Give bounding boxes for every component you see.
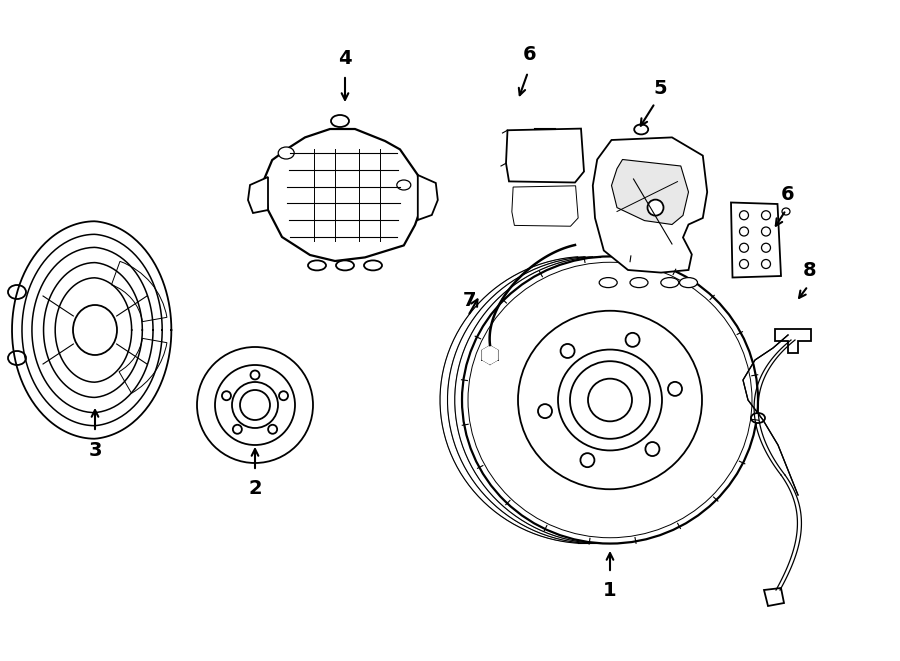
Ellipse shape [761, 260, 770, 268]
Wedge shape [112, 261, 166, 322]
Ellipse shape [268, 425, 277, 434]
Polygon shape [775, 329, 811, 353]
Ellipse shape [645, 442, 660, 456]
Ellipse shape [197, 347, 313, 463]
Ellipse shape [279, 391, 288, 400]
Ellipse shape [761, 243, 770, 253]
Polygon shape [611, 159, 688, 225]
Ellipse shape [668, 382, 682, 396]
Polygon shape [593, 137, 707, 272]
Ellipse shape [740, 211, 749, 219]
Ellipse shape [740, 260, 749, 268]
Text: 7: 7 [464, 290, 477, 309]
Ellipse shape [336, 260, 354, 270]
Polygon shape [764, 588, 784, 606]
Ellipse shape [630, 278, 648, 288]
Text: 8: 8 [803, 260, 817, 280]
Ellipse shape [240, 390, 270, 420]
Ellipse shape [661, 278, 679, 288]
Polygon shape [506, 129, 584, 182]
Polygon shape [248, 177, 268, 213]
Text: 2: 2 [248, 479, 262, 498]
Wedge shape [119, 338, 166, 393]
Ellipse shape [518, 311, 702, 489]
Ellipse shape [397, 180, 410, 190]
Ellipse shape [751, 413, 765, 423]
Ellipse shape [8, 351, 26, 365]
Text: 1: 1 [603, 580, 616, 600]
Polygon shape [264, 129, 422, 261]
Ellipse shape [588, 379, 632, 421]
Ellipse shape [308, 260, 326, 270]
Ellipse shape [626, 333, 640, 347]
Ellipse shape [364, 260, 382, 270]
Ellipse shape [647, 200, 663, 215]
Ellipse shape [222, 391, 231, 400]
Ellipse shape [782, 208, 790, 215]
Ellipse shape [331, 115, 349, 127]
Ellipse shape [761, 227, 770, 236]
Text: 4: 4 [338, 48, 352, 67]
Ellipse shape [680, 278, 698, 288]
Text: 6: 6 [523, 46, 536, 65]
Ellipse shape [580, 453, 594, 467]
Ellipse shape [278, 147, 294, 159]
Text: 5: 5 [653, 79, 667, 98]
Text: 6: 6 [781, 186, 795, 204]
Polygon shape [731, 202, 781, 278]
Ellipse shape [740, 243, 749, 253]
Ellipse shape [599, 278, 617, 288]
Ellipse shape [538, 404, 552, 418]
Ellipse shape [250, 371, 259, 379]
Ellipse shape [561, 344, 574, 358]
Text: 3: 3 [88, 440, 102, 459]
Polygon shape [418, 175, 437, 220]
Ellipse shape [634, 124, 648, 134]
Ellipse shape [233, 425, 242, 434]
Ellipse shape [8, 285, 26, 299]
Ellipse shape [740, 227, 749, 236]
Polygon shape [482, 346, 498, 364]
Ellipse shape [761, 211, 770, 219]
